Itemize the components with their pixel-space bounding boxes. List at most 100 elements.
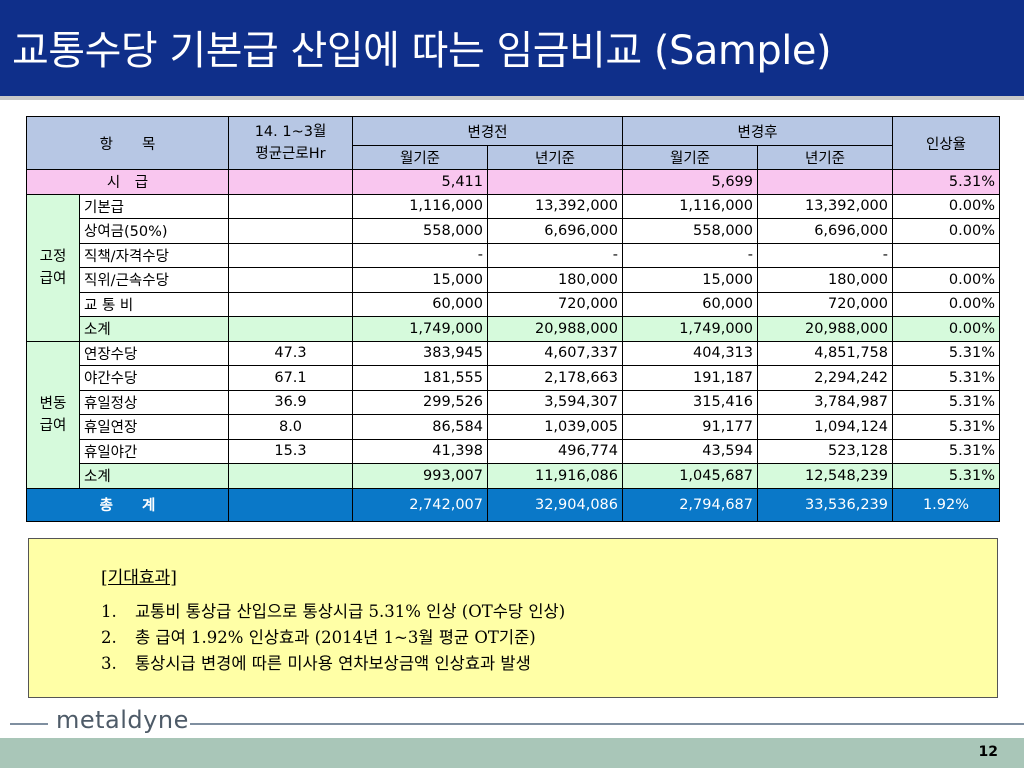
- row-label: 상여금(50%): [79, 218, 229, 244]
- footer-rule-right: [190, 723, 1024, 725]
- subtotal-after-yearly: 20,988,000: [757, 316, 893, 342]
- subtotal-hr: [228, 316, 353, 342]
- row-before-monthly: 86,584: [352, 414, 488, 440]
- row-before-yearly: 4,607,337: [487, 340, 623, 366]
- row-hr: 15.3: [228, 438, 353, 464]
- header-after-yearly: 년기준: [757, 145, 893, 170]
- subtotal-after-yearly: 12,548,239: [757, 463, 893, 489]
- row-after-monthly: 191,187: [622, 365, 758, 391]
- row-before-monthly: 1,116,000: [352, 193, 488, 219]
- row-after-yearly: 720,000: [757, 291, 893, 317]
- row-after-yearly: 4,851,758: [757, 340, 893, 366]
- subtotal-after-monthly: 1,749,000: [622, 316, 758, 342]
- subtotal-rate: 5.31%: [892, 463, 1000, 489]
- row-label: 기본급: [79, 193, 229, 219]
- item-text: 교통비 통상급 산입으로 통상시급 5.31% 인상 (OT수당 인상): [135, 602, 566, 621]
- row-after-monthly: 15,000: [622, 267, 758, 293]
- row-before-monthly: -: [352, 242, 488, 268]
- item-text: 총 급여 1.92% 인상효과 (2014년 1~3월 평균 OT기준): [135, 628, 536, 647]
- page-number: 12: [978, 744, 998, 760]
- subtotal-label: 소계: [79, 463, 229, 489]
- expected-effects-box: [기대효과] 1. 교통비 통상급 산입으로 통상시급 5.31% 인상 (OT수…: [28, 538, 998, 698]
- table-row: 교 통 비 60,000 720,000 60,000 720,000 0.00…: [27, 291, 1000, 317]
- table-row-total: 총 계 2,742,007 32,904,086 2,794,687 33,53…: [26, 487, 1000, 522]
- hourly-before-yearly: [487, 169, 623, 195]
- subtotal-before-monthly: 1,749,000: [352, 316, 488, 342]
- row-before-yearly: 720,000: [487, 291, 623, 317]
- item-text: 통상시급 변경에 따른 미사용 연차보상금액 인상효과 발생: [135, 654, 531, 673]
- row-after-monthly: 43,594: [622, 438, 758, 464]
- fixed-group-label: 고정 급여: [26, 193, 80, 342]
- wage-comparison-table: 항 목 14. 1~3월 평균근로Hr 변경전 변경후 인상율 월기준 년기준 …: [26, 116, 1000, 522]
- effects-heading: [기대효과]: [101, 568, 177, 588]
- row-before-monthly: 60,000: [352, 291, 488, 317]
- header-before: 변경전: [352, 116, 623, 146]
- row-after-monthly: 60,000: [622, 291, 758, 317]
- hourly-hr: [228, 169, 353, 195]
- row-rate: 0.00%: [892, 218, 1000, 244]
- header-after-monthly: 월기준: [622, 145, 758, 170]
- row-hr: [228, 242, 353, 268]
- row-label: 휴일야간: [79, 438, 229, 464]
- row-before-monthly: 383,945: [352, 340, 488, 366]
- row-label: 휴일정상: [79, 389, 229, 415]
- total-before-yearly: 32,904,086: [487, 487, 623, 522]
- row-label: 직위/근속수당: [79, 267, 229, 293]
- row-hr: 67.1: [228, 365, 353, 391]
- row-after-yearly: 6,696,000: [757, 218, 893, 244]
- row-after-monthly: 1,116,000: [622, 193, 758, 219]
- list-item: 2. 총 급여 1.92% 인상효과 (2014년 1~3월 평균 OT기준): [101, 625, 565, 651]
- list-item: 3. 통상시급 변경에 따른 미사용 연차보상금액 인상효과 발생: [101, 651, 565, 677]
- table-row: 상여금(50%) 558,000 6,696,000 558,000 6,696…: [27, 218, 1000, 244]
- table-row-variable-subtotal: 소계 993,007 11,916,086 1,045,687 12,548,2…: [27, 463, 1000, 489]
- row-after-yearly: 13,392,000: [757, 193, 893, 219]
- hourly-rate: 5.31%: [892, 169, 1000, 195]
- table-row: 고정 급여 기본급 1,116,000 13,392,000 1,116,000…: [26, 193, 1000, 342]
- header-period-line1: 14. 1~3월: [254, 124, 327, 140]
- row-before-monthly: 558,000: [352, 218, 488, 244]
- total-label: 총 계: [26, 487, 229, 522]
- row-rate: 5.31%: [892, 389, 1000, 415]
- subtotal-hr: [228, 463, 353, 489]
- subtotal-before-yearly: 11,916,086: [487, 463, 623, 489]
- table-row: 야간수당 67.1 181,555 2,178,663 191,187 2,29…: [27, 365, 1000, 391]
- header-period: 14. 1~3월 평균근로Hr: [228, 116, 353, 170]
- row-before-monthly: 299,526: [352, 389, 488, 415]
- footer-bar: 12: [0, 738, 1024, 768]
- table-row: 휴일정상 36.9 299,526 3,594,307 315,416 3,78…: [27, 389, 1000, 415]
- table-row-fixed-subtotal: 소계 1,749,000 20,988,000 1,749,000 20,988…: [27, 316, 1000, 342]
- row-after-monthly: -: [622, 242, 758, 268]
- title-bar: 교통수당 기본급 산입에 따는 임금비교 (Sample): [0, 0, 1024, 100]
- subtotal-before-monthly: 993,007: [352, 463, 488, 489]
- hourly-label: 시 급: [26, 169, 229, 195]
- table-row: 변동 급여 연장수당 47.3 383,945 4,607,337 404,31…: [26, 340, 1000, 489]
- row-rate: [892, 242, 1000, 268]
- footer-rule-left: [10, 723, 48, 725]
- hourly-after-monthly: 5,699: [622, 169, 758, 195]
- row-rate: 5.31%: [892, 414, 1000, 440]
- row-after-monthly: 91,177: [622, 414, 758, 440]
- effects-list: 1. 교통비 통상급 산입으로 통상시급 5.31% 인상 (OT수당 인상) 2…: [101, 599, 565, 677]
- table-row: 휴일야간 15.3 41,398 496,774 43,594 523,128 …: [27, 438, 1000, 464]
- subtotal-before-yearly: 20,988,000: [487, 316, 623, 342]
- row-after-yearly: -: [757, 242, 893, 268]
- row-label: 직책/자격수당: [79, 242, 229, 268]
- row-before-monthly: 181,555: [352, 365, 488, 391]
- row-after-yearly: 3,784,987: [757, 389, 893, 415]
- slide-title: 교통수당 기본급 산입에 따는 임금비교 (Sample): [12, 28, 832, 74]
- row-hr: 47.3: [228, 340, 353, 366]
- hourly-before-monthly: 5,411: [352, 169, 488, 195]
- row-hr: [228, 218, 353, 244]
- row-before-yearly: 180,000: [487, 267, 623, 293]
- subtotal-after-monthly: 1,045,687: [622, 463, 758, 489]
- row-before-yearly: 1,039,005: [487, 414, 623, 440]
- item-number: 1.: [101, 602, 117, 621]
- header-after: 변경후: [622, 116, 893, 146]
- row-hr: [228, 193, 353, 219]
- row-label: 야간수당: [79, 365, 229, 391]
- row-after-yearly: 180,000: [757, 267, 893, 293]
- row-rate: 5.31%: [892, 340, 1000, 366]
- row-before-yearly: 496,774: [487, 438, 623, 464]
- row-after-yearly: 2,294,242: [757, 365, 893, 391]
- row-hr: 8.0: [228, 414, 353, 440]
